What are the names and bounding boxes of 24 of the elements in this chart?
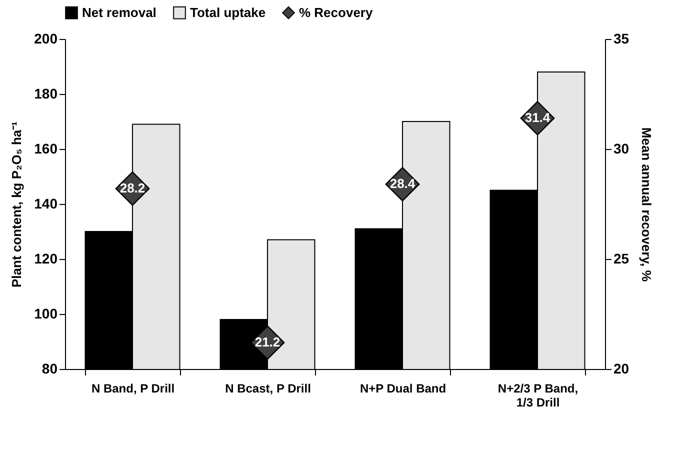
y-axis-title: Plant content, kg P₂O₅ ha⁻¹ bbox=[9, 122, 24, 288]
data-label: 31.4 bbox=[524, 110, 551, 126]
y-tick-label: 200 bbox=[34, 30, 58, 46]
y-tick-label: 100 bbox=[34, 306, 58, 322]
data-label: 28.4 bbox=[390, 176, 416, 192]
y-tick-label: 180 bbox=[34, 86, 58, 102]
y-tick-label: 140 bbox=[34, 196, 58, 212]
y-tick-label: 80 bbox=[42, 360, 58, 376]
x-tick-label: N Bcast, P Drill bbox=[225, 382, 311, 396]
x-tick-label: N Band, P Drill bbox=[91, 382, 175, 396]
y-tick-label: 120 bbox=[34, 250, 58, 266]
y2-tick-label: 25 bbox=[614, 250, 630, 266]
y2-tick-label: 20 bbox=[614, 360, 630, 376]
y2-axis-title: Mean annual recovery, % bbox=[639, 127, 654, 282]
data-label: 28.2 bbox=[120, 180, 146, 196]
x-tick-label: N+2/3 P Band, 1/3 Drill bbox=[498, 382, 578, 410]
y-tick-label: 160 bbox=[34, 140, 58, 156]
legend-label: Total uptake bbox=[190, 4, 266, 20]
y2-tick-label: 35 bbox=[614, 30, 630, 46]
data-label: 21.2 bbox=[254, 334, 280, 350]
y2-tick-label: 30 bbox=[614, 140, 630, 156]
legend-label: Net removal bbox=[82, 4, 156, 20]
x-tick-label: N+P Dual Band bbox=[360, 382, 446, 396]
legend-label: % Recovery bbox=[299, 4, 374, 20]
